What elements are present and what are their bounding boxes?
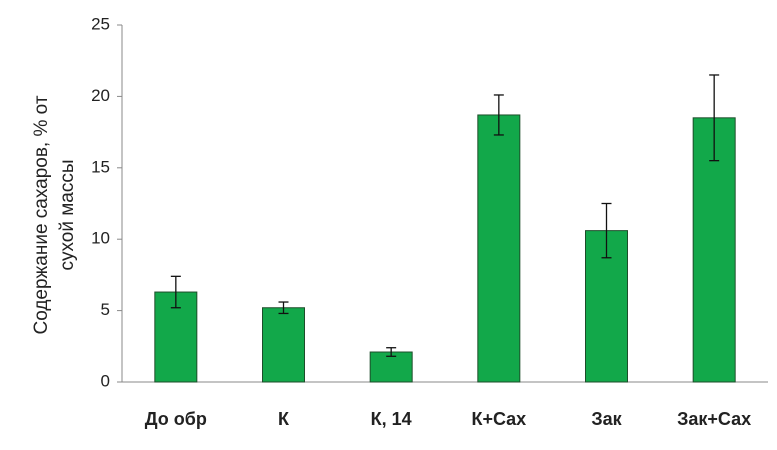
bar [477, 114, 521, 383]
error-bar [278, 301, 289, 315]
x-tick-label: До обр [145, 409, 207, 429]
y-axis-title-line: сухой массы [57, 159, 78, 270]
error-bar [386, 347, 397, 357]
y-axis-title: Содержание сахаров, % от сухой массы [31, 95, 78, 334]
error-bar [709, 74, 720, 162]
x-tick-label: К [278, 409, 290, 429]
x-tick-label: Зак+Сах [677, 409, 751, 429]
bar [262, 307, 305, 383]
y-tick-label: 25 [91, 14, 110, 33]
x-tick-label: К, 14 [371, 409, 412, 429]
error-bar [493, 94, 504, 136]
y-tick-label: 5 [101, 300, 110, 319]
error-bar [601, 202, 612, 259]
y-axis-title-line: Содержание сахаров, % от [31, 95, 52, 334]
x-tick-label: К+Сах [471, 409, 526, 429]
y-tick-label: 0 [101, 371, 110, 390]
y-tick-label: 10 [91, 229, 110, 248]
bar [369, 351, 413, 383]
x-tick-label: Зак [591, 409, 622, 429]
y-tick-label: 15 [91, 157, 110, 176]
bar [692, 117, 736, 383]
error-bar [170, 275, 181, 309]
y-tick-label: 20 [91, 86, 110, 105]
